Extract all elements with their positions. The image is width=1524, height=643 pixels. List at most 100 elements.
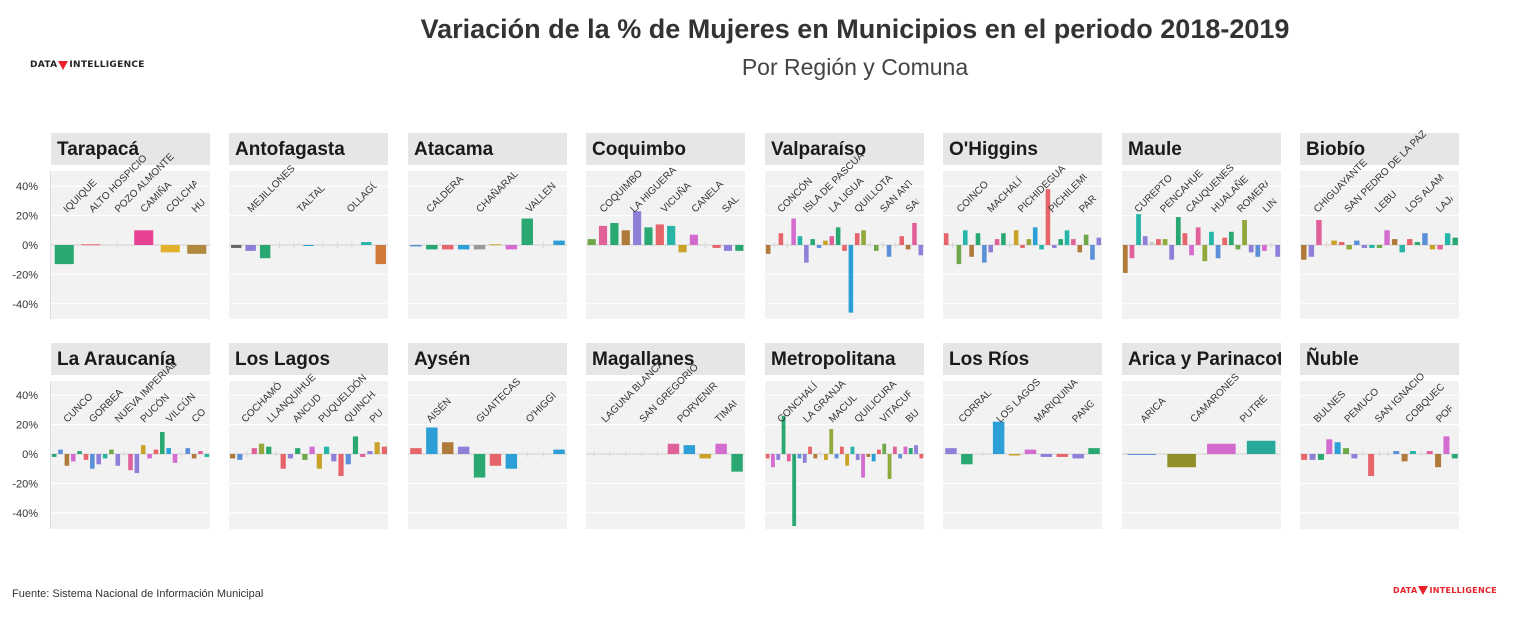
bar	[1001, 233, 1006, 245]
bar	[678, 245, 687, 253]
bar	[1202, 245, 1208, 262]
bar	[655, 224, 664, 245]
bar	[521, 218, 533, 245]
facet-strip	[943, 343, 1102, 375]
bar	[1316, 220, 1322, 245]
facet-title: La Araucanía	[57, 349, 176, 370]
bar	[956, 245, 962, 265]
bar	[689, 234, 698, 245]
bar-group	[943, 189, 1102, 265]
bar	[975, 233, 981, 245]
facet-title: Los Lagos	[235, 349, 330, 370]
bar	[153, 449, 159, 454]
bar	[426, 427, 438, 454]
bar	[302, 454, 308, 460]
bar	[587, 239, 596, 245]
facet-title: Biobío	[1306, 139, 1365, 160]
bar	[1393, 451, 1400, 454]
logo-footer-text-right: INTELLIGENCE	[1429, 586, 1497, 595]
bar	[1215, 245, 1221, 259]
facet-title: O'Higgins	[949, 139, 1038, 160]
bar	[1058, 239, 1063, 245]
bar	[442, 442, 454, 454]
bar	[1246, 440, 1276, 454]
bar	[51, 454, 57, 457]
bar	[882, 443, 887, 454]
bar	[198, 451, 203, 454]
bar	[77, 451, 82, 454]
bar	[723, 245, 733, 251]
bar	[988, 245, 993, 253]
y-tick-label: -20%	[12, 269, 38, 281]
bar	[1020, 245, 1025, 248]
bar	[961, 454, 973, 465]
bar	[338, 454, 344, 477]
bar	[994, 239, 1000, 245]
bar	[1346, 245, 1352, 250]
bar	[489, 454, 502, 466]
bar	[797, 236, 803, 245]
bar	[410, 245, 422, 247]
bar	[829, 236, 835, 245]
bar	[1090, 245, 1095, 260]
bar	[54, 245, 74, 265]
bar	[797, 454, 802, 459]
bar	[848, 245, 854, 313]
bar	[1175, 217, 1181, 245]
y-tick-label: -20%	[12, 478, 38, 490]
bar	[160, 245, 180, 253]
bar	[1255, 245, 1261, 257]
bar	[1326, 439, 1333, 454]
bar	[1056, 454, 1068, 457]
logo-text-left: DATA	[30, 60, 58, 70]
bar	[1228, 231, 1234, 245]
bar	[1207, 443, 1236, 454]
bar	[1452, 237, 1458, 245]
bar	[316, 454, 322, 469]
bar	[1122, 245, 1128, 273]
data-intelligence-logo: DATA INTELLIGENCE	[30, 60, 145, 70]
bar	[1368, 454, 1375, 477]
facet-strip	[943, 133, 1102, 165]
bar	[230, 454, 236, 459]
bar	[1013, 230, 1019, 245]
bar	[992, 421, 1005, 454]
bar	[1222, 237, 1228, 245]
bar	[810, 239, 815, 245]
facet-strip	[1122, 133, 1281, 165]
bar	[845, 454, 850, 466]
bar	[1444, 233, 1451, 245]
bar	[185, 448, 191, 454]
bar	[1301, 245, 1307, 260]
bar	[81, 244, 101, 246]
bar	[375, 245, 386, 265]
bar	[792, 454, 797, 527]
bar	[295, 448, 301, 454]
bar	[835, 227, 841, 245]
bar	[1045, 189, 1051, 245]
bar	[259, 245, 271, 259]
bar	[892, 446, 897, 454]
bar	[361, 242, 372, 245]
bar	[280, 454, 286, 469]
bar	[187, 245, 207, 254]
bar	[1195, 227, 1201, 245]
bar-group	[51, 431, 210, 474]
bar	[1391, 239, 1398, 245]
bar	[667, 443, 680, 454]
bar	[1376, 245, 1383, 248]
bar	[776, 454, 781, 460]
bar	[1129, 245, 1135, 259]
bar	[945, 448, 957, 454]
facet-title: Arica y Parinacota	[1128, 349, 1294, 370]
bar	[1443, 436, 1450, 454]
bar	[861, 230, 866, 245]
bar	[871, 454, 876, 462]
bar	[352, 436, 359, 454]
bar	[1032, 227, 1038, 245]
bar	[1343, 448, 1350, 454]
bar	[667, 225, 676, 245]
bar	[771, 454, 775, 468]
bar	[1096, 237, 1102, 245]
